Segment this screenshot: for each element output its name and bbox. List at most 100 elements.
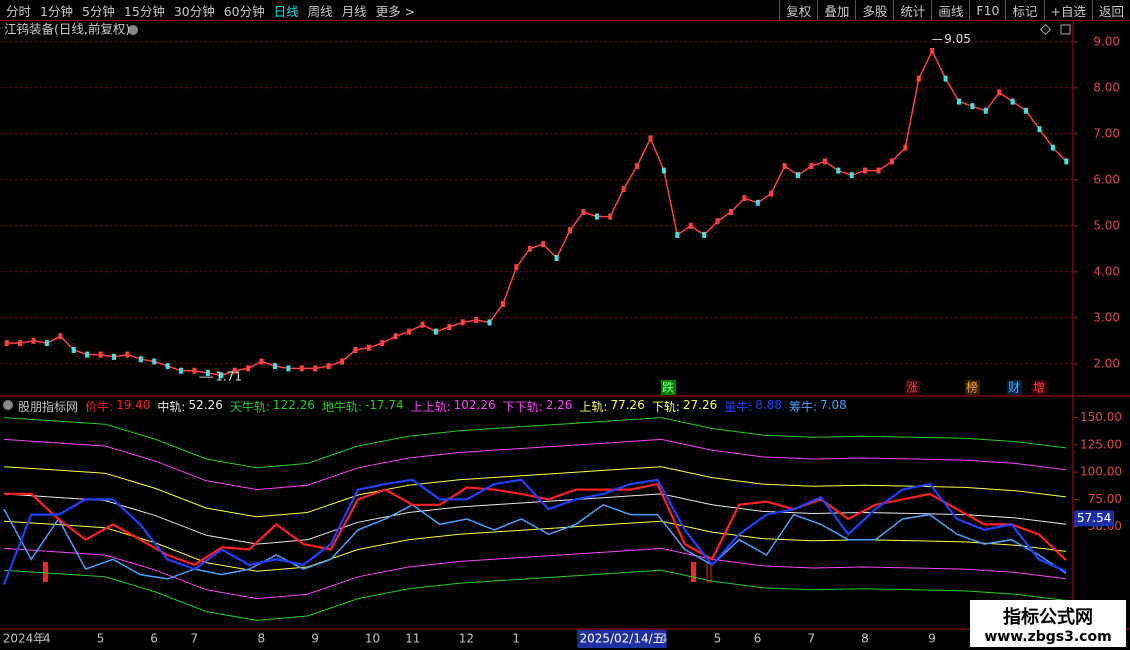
candle	[997, 89, 1002, 96]
period-tab[interactable]: 分时	[6, 3, 32, 19]
square-icon[interactable]	[1060, 24, 1071, 35]
candle	[353, 346, 358, 353]
x-tick-label: 2024年	[3, 632, 46, 646]
candle	[407, 328, 412, 335]
legend-value: 122.26	[272, 397, 315, 412]
diamond-icon[interactable]	[1039, 23, 1052, 36]
legend-item: 筹牛: 7.08	[789, 398, 847, 415]
price-line	[3, 503, 1067, 580]
legend-value: 27.26	[682, 397, 718, 412]
tool-button[interactable]: F10	[969, 0, 1005, 20]
y-tick-label: 75.00	[1088, 492, 1122, 506]
candle	[715, 218, 720, 225]
legend-name: 下下轨:	[502, 399, 543, 414]
candle	[44, 340, 49, 347]
watermark-url: www.zbgs3.com	[984, 629, 1112, 645]
legend-item: 下轨: 27.26	[652, 398, 717, 415]
legend-item: 地牛轨: -17.74	[322, 398, 404, 415]
candle	[930, 47, 935, 54]
candle	[675, 231, 680, 238]
tool-button[interactable]: +自选	[1043, 0, 1092, 20]
x-tick-label: 12	[459, 632, 474, 646]
legend-item: 上上轨: 102.26	[411, 398, 496, 415]
candle	[4, 340, 9, 347]
x-tick-label: 8	[861, 632, 869, 646]
candle	[755, 199, 760, 206]
x-tick-label: 5	[714, 632, 722, 646]
candle	[85, 351, 90, 358]
tool-button[interactable]: 画线	[931, 0, 969, 20]
period-tab[interactable]: 日线	[273, 3, 299, 19]
candle	[246, 365, 251, 372]
y-tick-label: 2.00	[1093, 356, 1120, 370]
candle	[313, 365, 318, 372]
x-tick-label: 2025/02/14/五	[579, 632, 664, 646]
candle	[380, 340, 385, 347]
x-tick-label: 9	[928, 632, 936, 646]
candle	[769, 190, 774, 197]
candle	[970, 103, 975, 110]
candle	[742, 195, 747, 202]
period-tab[interactable]: 30分钟	[173, 3, 215, 19]
y-tick-label: 150.00	[1080, 410, 1122, 424]
legend-name: 量牛:	[724, 399, 753, 414]
candle	[219, 372, 224, 379]
max-label: 9.05	[944, 32, 971, 46]
tool-button[interactable]: 多股	[855, 0, 893, 20]
period-tab[interactable]: 60分钟	[223, 3, 265, 19]
signal-tag: 增	[1033, 381, 1045, 395]
candle	[661, 167, 666, 174]
candle	[205, 369, 210, 376]
signal-bar	[706, 561, 712, 583]
indicator-legend: 股朋指标网 价牛: 19.40 中轨: 52.26 天牛轨: 122.26 地牛轨: -17.7…	[18, 398, 847, 414]
tool-button[interactable]: 统计	[893, 0, 931, 20]
x-tick-label: 6	[754, 632, 762, 646]
x-tick-label: 1	[512, 632, 520, 646]
candle	[688, 222, 693, 229]
legend-value: 77.26	[610, 397, 645, 412]
tool-buttons: 复权 叠加 多股 统计 画线 F10 标记 +自选 返回	[779, 0, 1130, 20]
signal-tag-bg	[965, 380, 980, 395]
tool-button[interactable]: 标记	[1005, 0, 1043, 20]
period-tab[interactable]: 更多 >	[375, 3, 416, 19]
candle	[782, 162, 787, 169]
legend-item: 量牛: 8.88	[724, 398, 782, 415]
candle	[863, 167, 868, 174]
toolbar: 分时 1分钟 5分钟 15分钟 30分钟 60分钟 日线 周线 月线 更多 > 复权 叠加 多股 统计画…	[0, 0, 1130, 21]
tool-button[interactable]: 叠加	[817, 0, 855, 20]
y-tick-label: 100.00	[1080, 465, 1122, 479]
period-tab[interactable]: 15分钟	[123, 3, 165, 19]
candle	[849, 172, 854, 179]
candle	[796, 172, 801, 179]
legend-name: 筹牛:	[789, 399, 818, 414]
price-line	[3, 466, 1067, 518]
chart-title: 江钨装备(日线,前复权)	[4, 22, 130, 37]
price-line	[2, 478, 1067, 585]
x-tick-label: 7	[807, 632, 815, 646]
min-label: 1.71	[215, 370, 242, 384]
signal-tag-bg	[1007, 380, 1022, 395]
legend-item: 价牛: 19.40	[85, 398, 150, 415]
tool-button[interactable]: 返回	[1091, 0, 1130, 20]
x-tick-label: 4	[660, 632, 668, 646]
candle	[554, 254, 559, 261]
y-tick-label: 125.00	[1080, 437, 1122, 451]
candle	[809, 162, 814, 169]
candle	[112, 353, 117, 360]
candle	[138, 356, 143, 363]
candle	[420, 321, 425, 328]
candle	[594, 213, 599, 220]
period-tab[interactable]: 5分钟	[81, 3, 115, 19]
candle	[366, 344, 371, 351]
period-tab[interactable]: 月线	[341, 3, 367, 19]
candle	[460, 319, 465, 326]
candle	[822, 158, 827, 165]
candle	[836, 167, 841, 174]
tool-button[interactable]: 复权	[779, 0, 817, 20]
period-tab[interactable]: 周线	[307, 3, 333, 19]
legend-value: 102.26	[453, 397, 496, 412]
period-tab[interactable]: 1分钟	[40, 3, 73, 19]
y-tick-label: 4.00	[1093, 264, 1120, 278]
price-line	[3, 417, 1067, 469]
y-tick-label: 3.00	[1093, 310, 1120, 324]
